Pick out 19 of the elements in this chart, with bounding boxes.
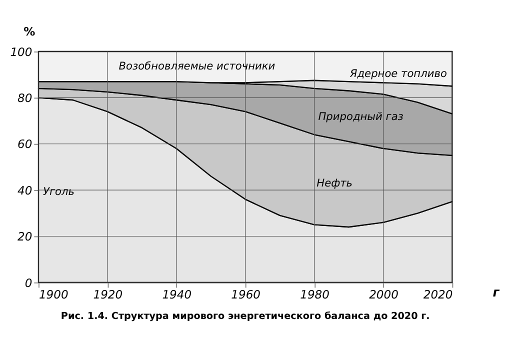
x-tick-label: 1940 <box>162 287 192 302</box>
x-tick-label: 1920 <box>93 287 123 302</box>
y-tick-label: 0 <box>24 276 32 290</box>
x-tick-label: 2020 <box>423 287 453 302</box>
series-label: Нефть <box>316 178 353 190</box>
x-tick-label: 2000 <box>369 287 398 302</box>
y-axis-title: % <box>24 24 36 39</box>
y-tick-label: 60 <box>18 137 32 152</box>
series-label: Уголь <box>43 186 74 198</box>
y-tick-label: 20 <box>18 230 32 244</box>
text: Рис. 1.4. Структура мирового энергетического баланса до 2020 г. <box>60 310 430 322</box>
y-tick-label: 100 <box>10 44 32 59</box>
x-tick-label: 1980 <box>300 287 330 302</box>
x-axis-title: г <box>492 284 500 300</box>
series-label: Природный газ <box>318 111 404 124</box>
y-tick-label: 80 <box>18 91 32 106</box>
y-tick-label: 40 <box>18 183 32 198</box>
x-tick-label: 1900 <box>38 287 68 302</box>
x-tick-label: 1960 <box>231 287 261 302</box>
